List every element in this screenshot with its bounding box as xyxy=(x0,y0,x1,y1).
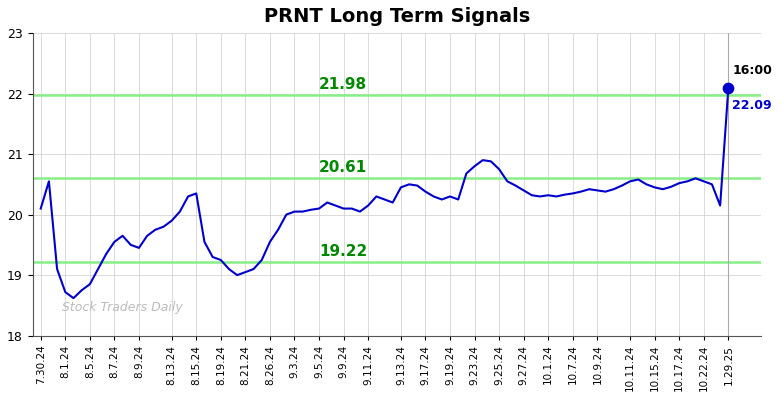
Text: 22.09: 22.09 xyxy=(732,99,772,112)
Title: PRNT Long Term Signals: PRNT Long Term Signals xyxy=(263,7,530,26)
Text: Stock Traders Daily: Stock Traders Daily xyxy=(62,301,183,314)
Text: 16:00: 16:00 xyxy=(732,64,772,77)
Text: 21.98: 21.98 xyxy=(319,77,368,92)
Text: 19.22: 19.22 xyxy=(319,244,368,259)
Point xyxy=(722,85,735,91)
Text: 20.61: 20.61 xyxy=(319,160,368,175)
